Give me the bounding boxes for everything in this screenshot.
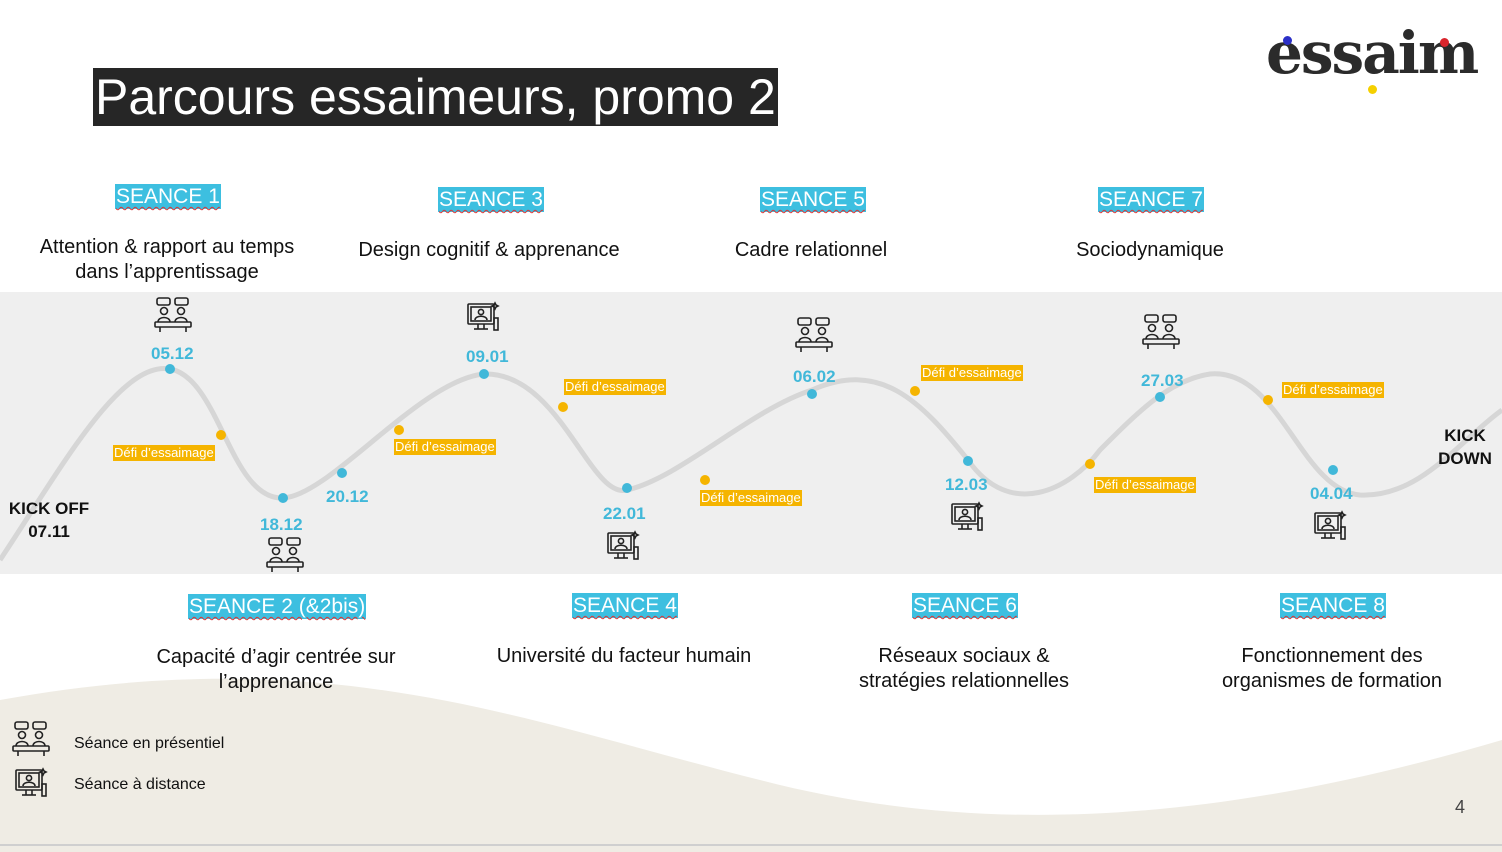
page-number: 4 — [1455, 797, 1466, 817]
logo-dot-yellow — [1368, 85, 1377, 94]
marker-defi-6 — [1085, 459, 1095, 469]
distance-icon — [466, 300, 500, 334]
marker-defi-5 — [910, 386, 920, 396]
defi-label-6: Défi d’essaimage — [1094, 477, 1196, 493]
marker-defi-2 — [394, 425, 404, 435]
presentiel-icon — [1142, 313, 1180, 351]
defi-label-1: Défi d’essaimage — [113, 445, 215, 461]
marker-defi-7 — [1263, 395, 1273, 405]
presentiel-icon — [12, 720, 50, 758]
seance-6-label: SEANCE 6 — [912, 593, 1018, 618]
defi-label-2: Défi d’essaimage — [394, 439, 496, 455]
logo-dot-red — [1440, 38, 1449, 47]
date-seance-1: 05.12 — [151, 344, 194, 363]
timeline-curve — [0, 366, 1502, 562]
marker-defi-1 — [216, 430, 226, 440]
marker-seance-4 — [622, 483, 632, 493]
logo-dot-blue — [1283, 36, 1292, 45]
presentiel-icon — [154, 296, 192, 334]
defi-label-4: Défi d’essaimage — [700, 490, 802, 506]
page-title: Parcours essaimeurs, promo 2 — [93, 68, 778, 126]
seance-2-description: Capacité d’agir centrée sur l’apprenance — [156, 646, 396, 693]
marker-seance-2bis — [337, 468, 347, 478]
marker-seance-5 — [807, 389, 817, 399]
seance-2-label: SEANCE 2 (&2bis) — [188, 594, 367, 619]
seance-1-label: SEANCE 1 — [115, 184, 221, 209]
date-seance-2bis: 20.12 — [326, 487, 369, 506]
legend-distance-label: Séance à distance — [74, 776, 206, 793]
presentiel-icon — [266, 536, 304, 574]
marker-seance-6 — [963, 456, 973, 466]
defi-label-7: Défi d’essaimage — [1282, 382, 1384, 398]
distance-icon — [606, 529, 640, 563]
seance-7-label: SEANCE 7 — [1098, 187, 1204, 212]
seance-4-label: SEANCE 4 — [572, 593, 678, 618]
seance-6-description: Réseaux sociaux & stratégies relationnel… — [858, 645, 1070, 692]
seance-4-description: Université du facteur humain — [496, 645, 752, 667]
date-seance-5: 06.02 — [793, 367, 836, 386]
marker-seance-2 — [278, 493, 288, 503]
date-seance-3: 09.01 — [466, 347, 509, 366]
marker-seance-1 — [165, 364, 175, 374]
date-seance-6: 12.03 — [945, 475, 988, 494]
date-seance-8: 04.04 — [1310, 484, 1353, 503]
seance-5-description: Cadre relationnel — [734, 239, 888, 261]
marker-seance-8 — [1328, 465, 1338, 475]
timeline-band — [0, 292, 1502, 574]
presentiel-icon — [795, 316, 833, 354]
date-seance-2: 18.12 — [260, 515, 303, 534]
seance-3-description: Design cognitif & apprenance — [358, 239, 620, 261]
defi-label-5: Défi d’essaimage — [921, 365, 1023, 381]
marker-seance-7 — [1155, 392, 1165, 402]
seance-7-description: Sociodynamique — [1076, 239, 1224, 261]
kick-off-label: KICK OFF 07.11 — [8, 499, 90, 541]
seance-8-description: Fonctionnement des organismes de formati… — [1221, 645, 1443, 692]
seance-3-label: SEANCE 3 — [438, 187, 544, 212]
kick-down-label: KICK DOWN — [1438, 426, 1492, 468]
legend-presentiel-label: Séance en présentiel — [74, 735, 225, 752]
seance-8-label: SEANCE 8 — [1280, 593, 1386, 618]
defi-label-3: Défi d’essaimage — [564, 379, 666, 395]
distance-icon — [1313, 509, 1347, 543]
date-seance-7: 27.03 — [1141, 371, 1184, 390]
distance-icon — [14, 766, 48, 800]
seance-1-description: Attention & rapport au temps dans l’appr… — [39, 236, 295, 283]
marker-defi-4 — [700, 475, 710, 485]
seance-5-label: SEANCE 5 — [760, 187, 866, 212]
marker-seance-3 — [479, 369, 489, 379]
distance-icon — [950, 500, 984, 534]
date-seance-4: 22.01 — [603, 504, 646, 523]
marker-defi-3 — [558, 402, 568, 412]
essaim-logo: essaim — [1266, 18, 1479, 94]
